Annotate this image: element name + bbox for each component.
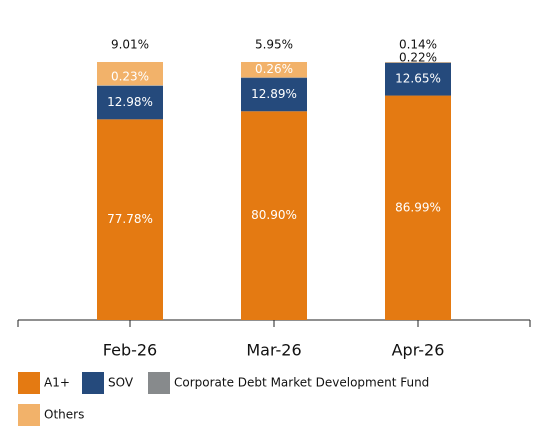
data-label: 0.23% <box>111 70 149 84</box>
data-label: 12.65% <box>395 72 441 86</box>
x-tick-label: Mar-26 <box>246 341 301 360</box>
legend-swatch <box>82 372 104 394</box>
data-label: 80.90% <box>251 208 297 222</box>
bar-segment <box>97 119 163 320</box>
legend-swatch <box>18 404 40 426</box>
bar-segment <box>385 95 451 321</box>
data-label: 12.89% <box>251 87 297 101</box>
bar-segment <box>241 62 307 78</box>
legend-swatch <box>148 372 170 394</box>
legend-label: Corporate Debt Market Development Fund <box>174 376 429 390</box>
bar-segment <box>241 111 307 320</box>
data-label: 5.95% <box>255 38 293 52</box>
data-label: 12.98% <box>107 95 153 109</box>
bar-segment <box>97 85 163 86</box>
bar-segment <box>385 62 451 63</box>
data-label: 0.26% <box>255 62 293 76</box>
bar-segment <box>97 62 163 86</box>
legend-swatch <box>18 372 40 394</box>
legend-label: A1+ <box>44 376 70 390</box>
legend-label: Others <box>44 408 84 422</box>
data-label: 0.14% <box>399 38 437 52</box>
data-label: 86.99% <box>395 200 441 214</box>
x-tick-label: Feb-26 <box>103 341 157 360</box>
data-label: 9.01% <box>111 38 149 52</box>
bar-segment <box>241 77 307 79</box>
bar-segment <box>385 62 451 96</box>
x-tick-label: Apr-26 <box>392 341 445 360</box>
legend-label: SOV <box>108 376 134 390</box>
bar-segment <box>97 85 163 120</box>
data-label: 0.22% <box>399 51 437 65</box>
data-label: 77.78% <box>107 212 153 226</box>
bar-segment <box>241 78 307 112</box>
